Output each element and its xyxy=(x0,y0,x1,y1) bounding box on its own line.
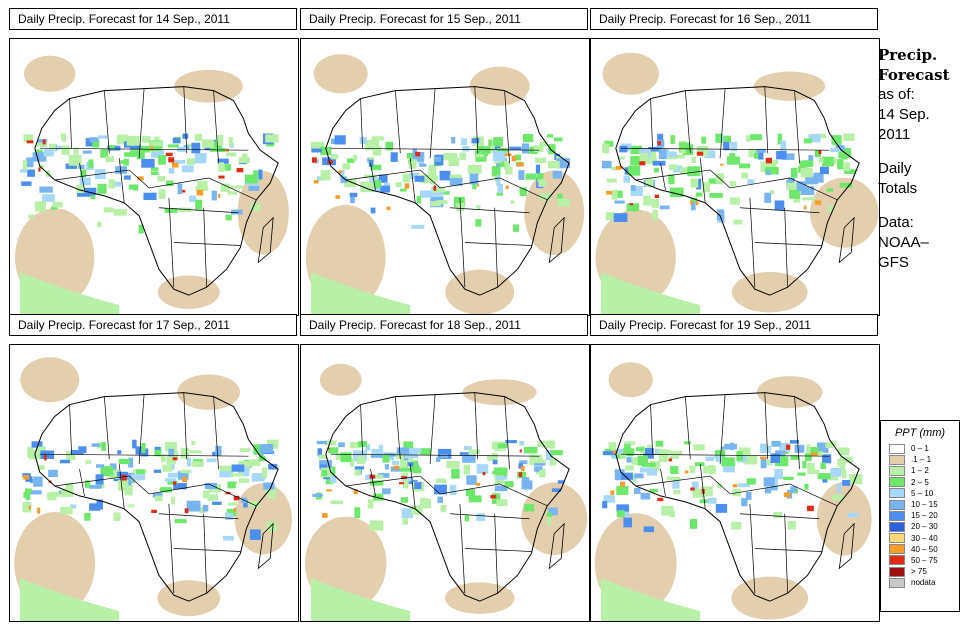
legend-label: 50 – 75 xyxy=(911,555,938,565)
legend-row: 20 – 30 xyxy=(889,521,959,532)
legend-row: 30 – 40 xyxy=(889,533,959,544)
legend-label: nodata xyxy=(911,578,936,588)
precip-map xyxy=(300,344,590,622)
legend-swatch xyxy=(889,533,905,544)
data-source-line1: NOAA– xyxy=(878,234,929,251)
forecast-panel-3: Daily Precip. Forecast for 16 Sep., 2011 xyxy=(590,8,880,316)
legend-row: 15 – 20 xyxy=(889,510,959,521)
forecast-panel-4: Daily Precip. Forecast for 17 Sep., 2011 xyxy=(9,314,299,622)
legend-label: 2 – 5 xyxy=(911,477,929,487)
legend-row: .1 – 1 xyxy=(889,454,959,465)
map-graphic xyxy=(595,52,879,315)
forecast-panel-1: Daily Precip. Forecast for 14 Sep., 2011 xyxy=(9,8,299,316)
legend-swatch xyxy=(889,566,905,577)
precip-map xyxy=(9,344,299,622)
panel-title: Daily Precip. Forecast for 18 Sep., 2011 xyxy=(300,314,588,336)
map-graphic xyxy=(305,54,585,315)
legend-swatch xyxy=(889,454,905,465)
legend-row: 10 – 15 xyxy=(889,499,959,510)
forecast-panel-2: Daily Precip. Forecast for 15 Sep., 2011 xyxy=(300,8,590,316)
map-graphic xyxy=(14,357,292,621)
legend-row: > 75 xyxy=(889,566,959,577)
legend-label: > 75 xyxy=(911,567,927,577)
side-info: Precip. Forecast as of: 14 Sep. 2011 Dai… xyxy=(878,45,962,273)
legend-label: 15 – 20 xyxy=(911,511,938,521)
legend-swatch xyxy=(889,544,905,555)
legend-label: 5 – 10 xyxy=(911,488,934,498)
legend-row: nodata xyxy=(889,577,959,588)
asof-year: 2011 xyxy=(878,126,911,143)
legend-row: 5 – 10 xyxy=(889,488,959,499)
precip-map xyxy=(590,38,880,316)
legend-row: 1 – 2 xyxy=(889,465,959,476)
legend-swatch xyxy=(889,499,905,510)
legend-label: 1 – 2 xyxy=(911,466,929,476)
legend-title: PPT (mm) xyxy=(894,427,946,439)
panel-title: Daily Precip. Forecast for 15 Sep., 2011 xyxy=(300,8,588,30)
legend-label: 30 – 40 xyxy=(911,533,938,543)
legend-label: 20 – 30 xyxy=(911,522,938,532)
forecast-panel-5: Daily Precip. Forecast for 18 Sep., 2011 xyxy=(300,314,590,622)
legend-swatch xyxy=(889,555,905,566)
totals-line1: Daily xyxy=(878,160,912,177)
map-graphic xyxy=(594,362,872,621)
precip-map xyxy=(300,38,590,316)
legend-swatch xyxy=(889,577,905,588)
legend-swatch xyxy=(889,477,905,488)
legend-swatch xyxy=(889,443,905,454)
panel-title: Daily Precip. Forecast for 17 Sep., 2011 xyxy=(9,314,297,336)
legend-swatch xyxy=(889,488,905,499)
legend-swatch xyxy=(889,521,905,532)
legend-swatch xyxy=(889,465,905,476)
data-source-line2: GFS xyxy=(878,254,909,271)
asof-label: as of: xyxy=(878,86,915,103)
asof-date: 14 Sep. xyxy=(878,106,930,123)
side-title-line1: Precip. xyxy=(878,46,938,64)
totals-line2: Totals xyxy=(878,180,918,197)
forecast-panel-6: Daily Precip. Forecast for 19 Sep., 2011 xyxy=(590,314,880,622)
legend-row: 40 – 50 xyxy=(889,544,959,555)
legend-label: .1 – 1 xyxy=(911,455,932,465)
map-graphic xyxy=(15,55,289,315)
legend-row: 0 – 1 xyxy=(889,443,959,454)
legend-label: 10 – 15 xyxy=(911,500,938,510)
legend-row: 2 – 5 xyxy=(889,477,959,488)
panel-title: Daily Precip. Forecast for 14 Sep., 2011 xyxy=(9,8,297,30)
panel-title: Daily Precip. Forecast for 16 Sep., 2011 xyxy=(590,8,878,30)
data-label: Data: xyxy=(878,214,914,231)
legend-label: 0 – 1 xyxy=(911,444,929,454)
panel-title: Daily Precip. Forecast for 19 Sep., 2011 xyxy=(590,314,878,336)
map-graphic xyxy=(304,363,588,621)
legend-swatch xyxy=(889,510,905,521)
legend-row: 50 – 75 xyxy=(889,555,959,566)
legend-label: 40 – 50 xyxy=(911,544,938,554)
precip-map xyxy=(590,344,880,622)
side-title-line2: Forecast xyxy=(878,66,950,84)
precip-map xyxy=(9,38,299,316)
